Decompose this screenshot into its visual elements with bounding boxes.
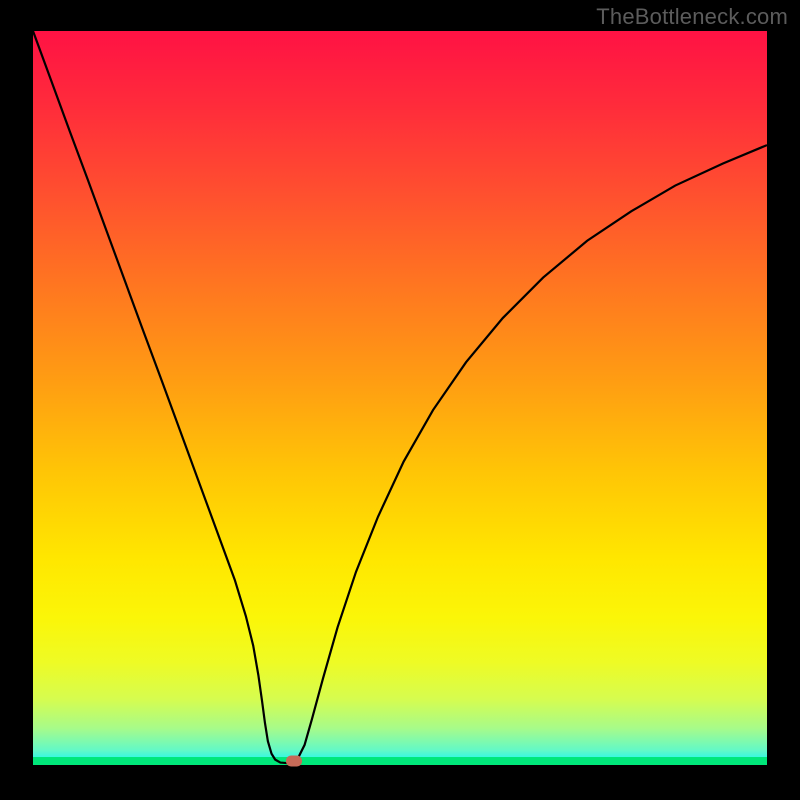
curve-right-branch	[290, 145, 767, 763]
plot-area	[33, 31, 767, 767]
optimum-marker	[286, 756, 302, 767]
bottleneck-curve	[33, 31, 767, 767]
watermark-text: TheBottleneck.com	[596, 4, 788, 30]
curve-left-branch	[33, 31, 290, 763]
